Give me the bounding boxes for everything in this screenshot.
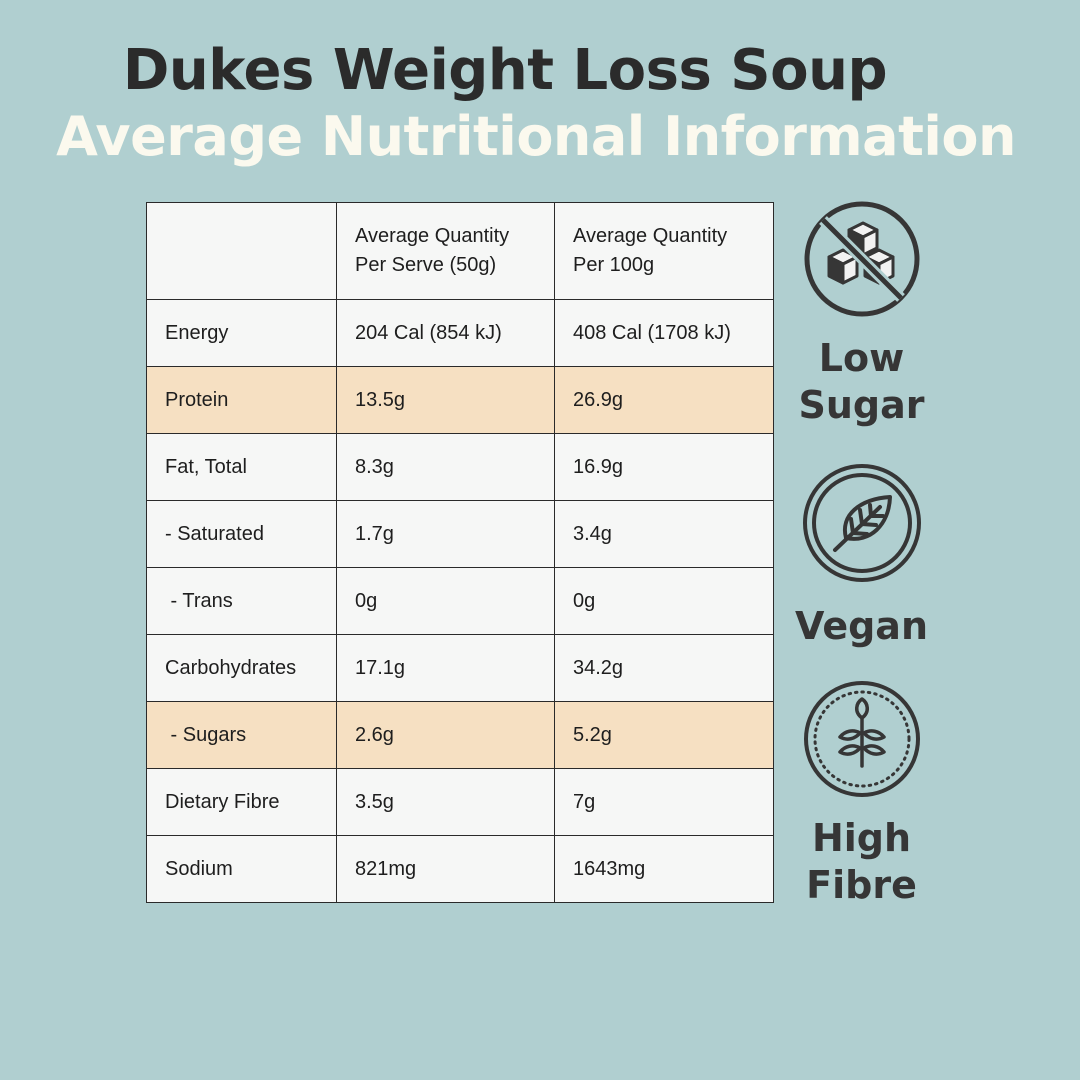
per-100g-value-cell: 408 Cal (1708 kJ) bbox=[554, 299, 774, 367]
nutrient-label-cell: - Trans bbox=[146, 567, 337, 635]
nutrient-label-cell: Dietary Fibre bbox=[146, 768, 337, 836]
per-100g-value-cell: 5.2g bbox=[554, 701, 774, 769]
per-100g-value-cell: 7g bbox=[554, 768, 774, 836]
per-serve-value-cell: 1.7g bbox=[336, 500, 555, 568]
nutrient-label-cell: Carbohydrates bbox=[146, 634, 337, 702]
per-serve-value-cell: 8.3g bbox=[336, 433, 555, 501]
table-row: Dietary Fibre 3.5g 7g bbox=[146, 768, 774, 836]
per-serve-value-cell: 3.5g bbox=[336, 768, 555, 836]
nutrient-label-cell: - Sugars bbox=[146, 701, 337, 769]
page-title: Dukes Weight Loss Soup bbox=[122, 38, 888, 103]
table-row: Fat, Total 8.3g 16.9g bbox=[146, 433, 774, 501]
badge-high-fibre-line1: High bbox=[811, 816, 912, 860]
per-serve-value-cell: 13.5g bbox=[336, 366, 555, 434]
nutrient-label-cell: Energy bbox=[146, 299, 337, 367]
per-serve-value-cell: 821mg bbox=[336, 835, 555, 903]
nutrient-label-cell: - Saturated bbox=[146, 500, 337, 568]
badge-low-sugar-line1: Low bbox=[818, 336, 905, 380]
header-line: Average Quantity bbox=[355, 225, 510, 247]
badge-low-sugar: Low Sugar bbox=[799, 199, 925, 429]
badge-vegan-label: Vegan bbox=[795, 603, 928, 650]
badge-high-fibre: High Fibre bbox=[800, 679, 923, 909]
nutrient-label-cell: Fat, Total bbox=[146, 433, 337, 501]
per-100g-value-cell: 3.4g bbox=[554, 500, 774, 568]
table-row: Energy 204 Cal (854 kJ) 408 Cal (1708 kJ) bbox=[146, 299, 774, 367]
badge-vegan: Vegan bbox=[795, 463, 928, 650]
per-100g-value-cell: 1643mg bbox=[554, 835, 774, 903]
badge-high-fibre-label: High Fibre bbox=[806, 815, 917, 909]
leaf-icon bbox=[802, 464, 921, 582]
nutrient-label-cell: Protein bbox=[146, 366, 337, 434]
table-row: Carbohydrates 17.1g 34.2g bbox=[146, 634, 774, 702]
no-sugar-cubes-icon bbox=[804, 201, 919, 317]
badge-high-fibre-line2: Fibre bbox=[806, 863, 917, 907]
per-serve-value-cell: 17.1g bbox=[336, 634, 555, 702]
per-100g-value-cell: 16.9g bbox=[554, 433, 774, 501]
nutrient-label-cell: Sodium bbox=[146, 835, 337, 903]
page-subtitle: Average Nutritional Information bbox=[56, 105, 1016, 168]
header-line: Average Quantity bbox=[573, 225, 728, 247]
table-row: - Saturated 1.7g 3.4g bbox=[146, 500, 774, 568]
header-cell-per-100g: Average Quantity Per 100g bbox=[554, 202, 774, 300]
per-100g-value-cell: 34.2g bbox=[554, 634, 774, 702]
table-row: Sodium 821mg 1643mg bbox=[146, 835, 774, 903]
table-row: - Sugars 2.6g 5.2g bbox=[146, 701, 774, 769]
header-line: Per 100g bbox=[573, 254, 655, 276]
badge-low-sugar-line2: Sugar bbox=[798, 383, 925, 427]
table-row: - Trans 0g 0g bbox=[146, 567, 774, 635]
header-line: Per Serve (50g) bbox=[355, 254, 497, 276]
per-100g-value-cell: 0g bbox=[554, 567, 774, 635]
header-cell-empty bbox=[146, 202, 337, 300]
header-cell-per-serve: Average Quantity Per Serve (50g) bbox=[336, 202, 555, 300]
per-serve-value-cell: 204 Cal (854 kJ) bbox=[336, 299, 555, 367]
table-row: Protein 13.5g 26.9g bbox=[146, 366, 774, 434]
per-serve-value-cell: 0g bbox=[336, 567, 555, 635]
per-100g-value-cell: 26.9g bbox=[554, 366, 774, 434]
badge-low-sugar-label: Low Sugar bbox=[799, 335, 925, 429]
per-serve-value-cell: 2.6g bbox=[336, 701, 555, 769]
table-header-row: Average Quantity Per Serve (50g) Average … bbox=[146, 202, 774, 300]
badge-vegan-line1: Vegan bbox=[795, 604, 928, 648]
nutrition-table: Average Quantity Per Serve (50g) Average … bbox=[146, 202, 774, 903]
wheat-sprig-icon bbox=[803, 681, 920, 797]
